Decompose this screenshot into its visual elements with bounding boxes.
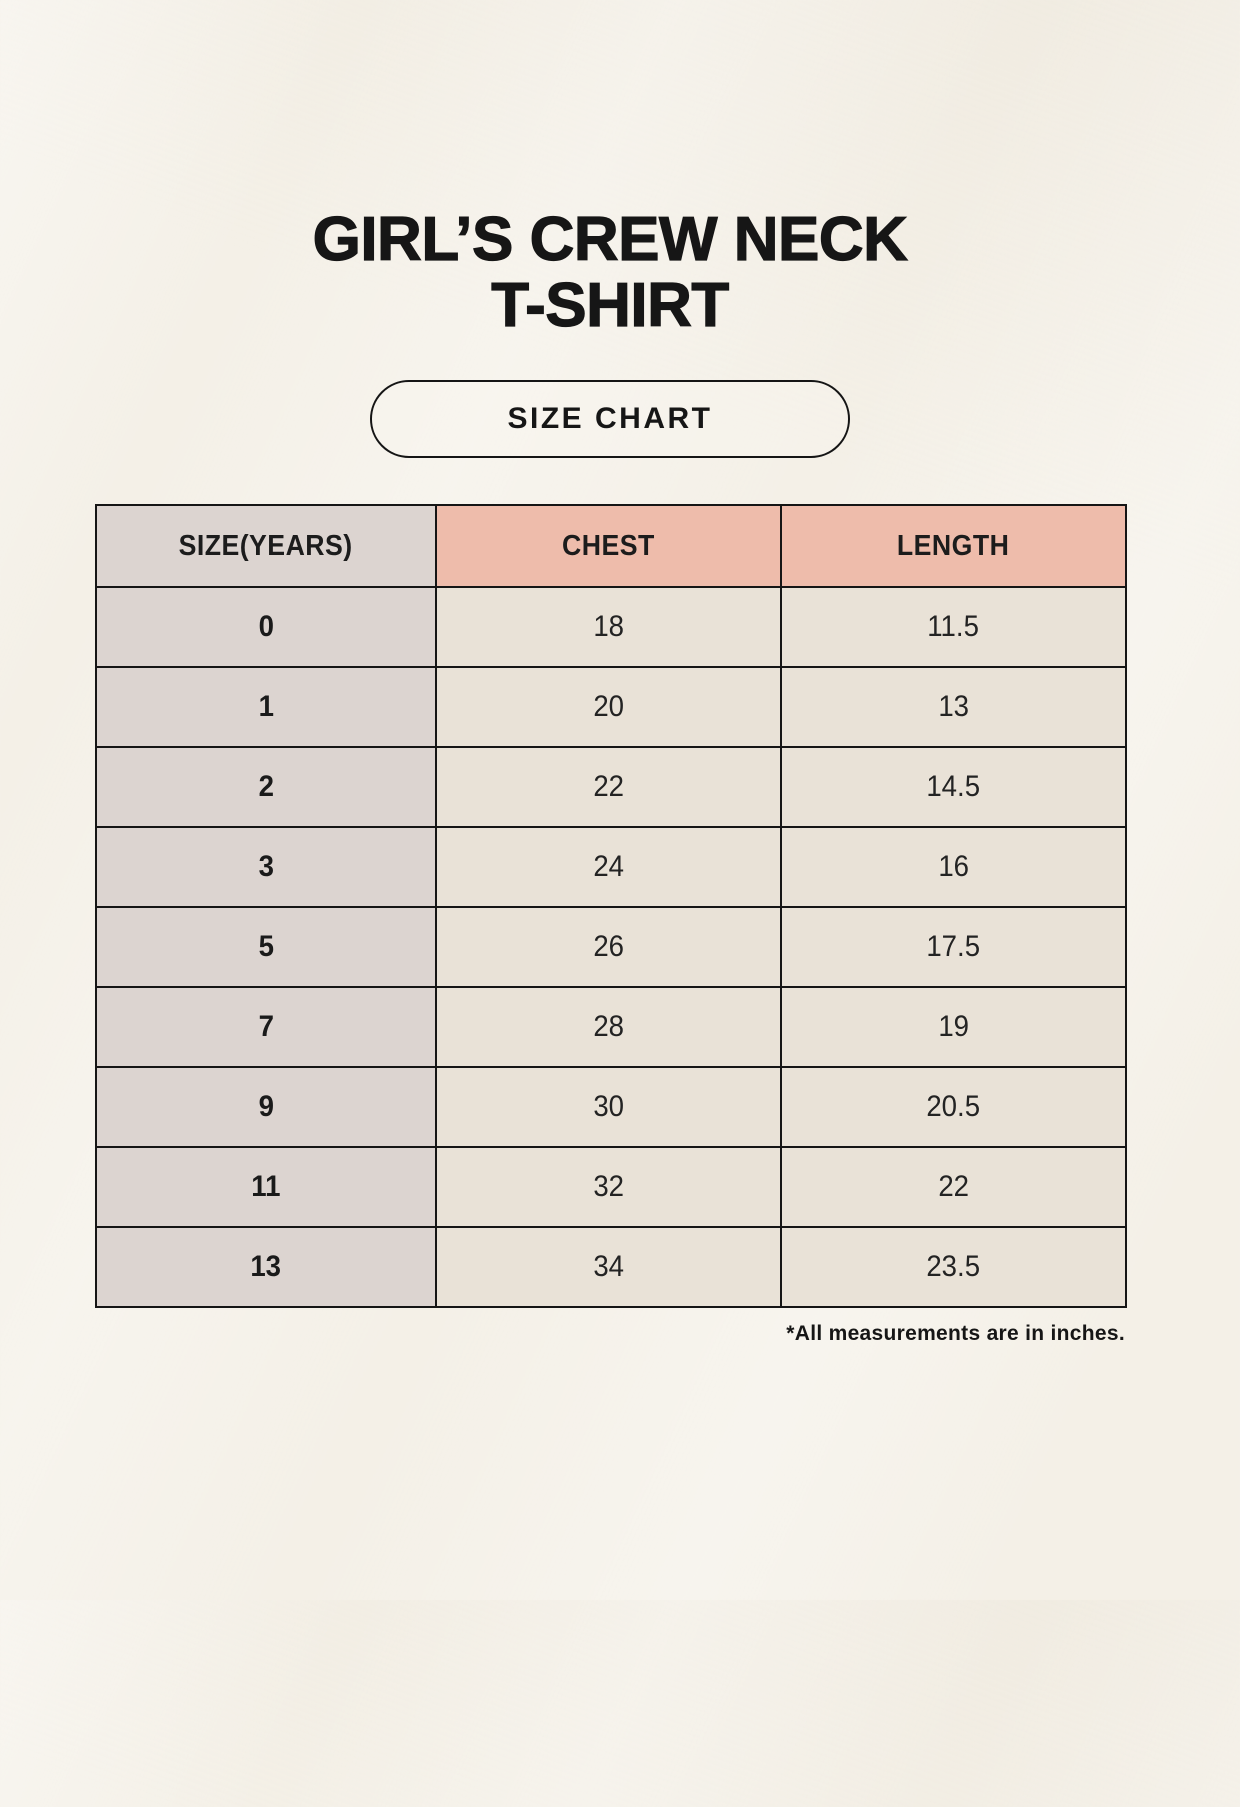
cell-chest-value: 18 [593,610,624,643]
cell-size-value: 13 [250,1250,282,1283]
cell-size: 3 [95,826,437,908]
cell-length: 14.5 [780,746,1127,828]
cell-chest-value: 22 [593,770,624,803]
cell-chest-value: 24 [593,850,624,883]
cell-length: 20.5 [780,1066,1127,1148]
cell-chest: 20 [435,666,782,748]
column-header-length: LENGTH [780,504,1127,588]
cell-chest: 28 [435,986,782,1068]
cell-size-value: 2 [258,770,274,803]
cell-size: 1 [95,666,437,748]
cell-size-value: 7 [258,1010,274,1043]
cell-length-value: 23.5 [926,1250,981,1283]
cell-chest-value: 30 [593,1090,624,1123]
cell-chest-value: 26 [593,930,624,963]
table-row: 5 26 17.5 [95,906,1127,988]
cell-length-value: 11.5 [927,610,980,643]
table-row: 2 22 14.5 [95,746,1127,828]
table-row: 11 32 22 [95,1146,1127,1228]
cell-length: 17.5 [780,906,1127,988]
cell-length: 16 [780,826,1127,908]
table-row: 13 34 23.5 [95,1226,1127,1308]
title-line-1: GIRL’S CREW NECK [312,205,909,274]
size-chart-table: SIZE(YEARS) CHEST LENGTH 0 18 11.5 1 20 … [95,504,1127,1308]
footnote-measurements: *All measurements are in inches. [786,1322,1125,1345]
cell-size-value: 5 [258,930,274,963]
cell-size: 2 [95,746,437,828]
cell-size: 11 [95,1146,437,1228]
table-row: 1 20 13 [95,666,1127,748]
cell-length-value: 22 [938,1170,969,1203]
cell-length: 23.5 [780,1226,1127,1308]
cell-length-value: 19 [938,1010,969,1043]
cell-length-value: 16 [938,850,969,883]
title-line-2: T-SHIRT [491,271,730,340]
table-row: 9 30 20.5 [95,1066,1127,1148]
cell-chest-value: 34 [593,1250,624,1283]
cell-chest: 24 [435,826,782,908]
cell-chest: 32 [435,1146,782,1228]
cell-size: 0 [95,586,437,668]
cell-length-value: 14.5 [926,770,981,803]
cell-chest-value: 20 [593,690,624,723]
cell-size: 7 [95,986,437,1068]
cell-length: 13 [780,666,1127,748]
cell-length: 22 [780,1146,1127,1228]
column-header-chest-label: CHEST [562,529,655,562]
cell-size: 13 [95,1226,437,1308]
column-header-chest: CHEST [435,504,782,588]
cell-size: 9 [95,1066,437,1148]
cell-chest-value: 28 [593,1010,624,1043]
cell-length: 19 [780,986,1127,1068]
cell-length: 11.5 [780,586,1127,668]
cell-length-value: 20.5 [926,1090,981,1123]
page-title: GIRL’S CREW NECK T-SHIRT [95,205,1125,340]
cell-size-value: 9 [258,1090,274,1123]
column-header-size: SIZE(YEARS) [95,504,437,588]
table-header-row: SIZE(YEARS) CHEST LENGTH [95,504,1127,588]
cell-size-value: 0 [258,610,274,643]
cell-length-value: 17.5 [926,930,981,963]
cell-length-value: 13 [938,690,969,723]
cell-size-value: 11 [251,1170,281,1203]
cell-chest-value: 32 [593,1170,624,1203]
size-chart-page: GIRL’S CREW NECK T-SHIRT SIZE CHART SIZE… [95,205,1127,1346]
table-row: 0 18 11.5 [95,586,1127,668]
cell-size-value: 3 [258,850,274,883]
cell-size: 5 [95,906,437,988]
cell-size-value: 1 [258,690,274,723]
column-header-size-label: SIZE(YEARS) [178,529,354,562]
table-row: 7 28 19 [95,986,1127,1068]
cell-chest: 34 [435,1226,782,1308]
size-chart-button-label: SIZE CHART [507,402,713,435]
cell-chest: 30 [435,1066,782,1148]
column-header-length-label: LENGTH [897,529,1010,562]
table-row: 3 24 16 [95,826,1127,908]
size-chart-button[interactable]: SIZE CHART [370,380,850,458]
cell-chest: 18 [435,586,782,668]
cell-chest: 22 [435,746,782,828]
cell-chest: 26 [435,906,782,988]
